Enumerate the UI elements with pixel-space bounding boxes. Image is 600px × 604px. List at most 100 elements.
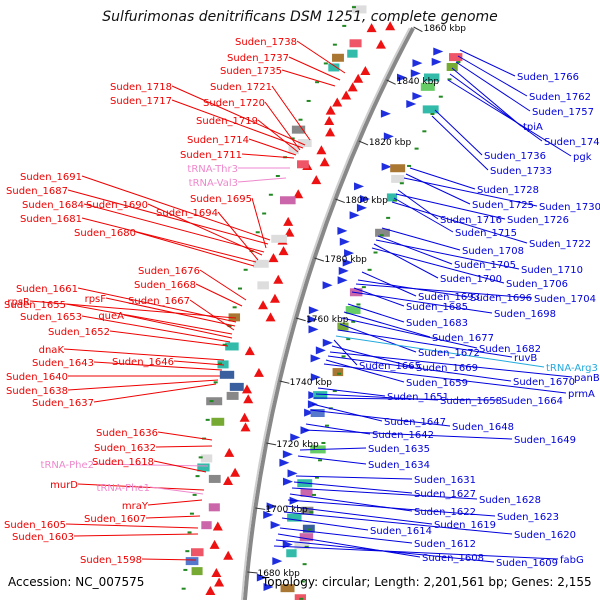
gene-label-left[interactable]: Suden_1737 bbox=[227, 53, 289, 64]
gene-label-right[interactable]: Suden_1762 bbox=[529, 92, 591, 103]
gene-label-right[interactable]: Suden_1757 bbox=[532, 107, 594, 118]
gene-label-left[interactable]: Suden_1676 bbox=[138, 266, 200, 277]
gene-label-left[interactable]: queA bbox=[98, 311, 124, 322]
gene-label-left[interactable]: Suden_1668 bbox=[134, 280, 196, 291]
gene-label-left[interactable]: Suden_1632 bbox=[94, 443, 156, 454]
gene-label-right[interactable]: Suden_1628 bbox=[479, 495, 541, 506]
gene-label-left[interactable]: Suden_1680 bbox=[74, 228, 136, 239]
gene-label-right[interactable]: Suden_1726 bbox=[507, 215, 569, 226]
gene-label-right[interactable]: Suden_1693 bbox=[418, 292, 480, 303]
gene-label-right[interactable]: Suden_1733 bbox=[490, 166, 552, 177]
gene-label-left[interactable]: dnaK bbox=[39, 345, 65, 356]
gene-label-left[interactable]: Suden_1711 bbox=[180, 150, 242, 161]
gene-label-right[interactable]: Suden_1635 bbox=[368, 444, 430, 455]
gene-label-right[interactable]: fabG bbox=[560, 555, 584, 566]
gene-label-right[interactable]: Suden_1730 bbox=[539, 202, 600, 213]
gene-label-left[interactable]: Suden_1684 bbox=[22, 200, 84, 211]
gene-label-right[interactable]: Suden_1672 bbox=[418, 348, 480, 359]
gene-label-left[interactable]: Suden_1646 bbox=[112, 357, 174, 368]
gene-label-left[interactable]: murD bbox=[50, 480, 78, 491]
gene-label-left[interactable]: Suden_1719 bbox=[196, 116, 258, 127]
gene-label-right[interactable]: Suden_1612 bbox=[414, 539, 476, 550]
gene-label-left[interactable]: Suden_1605 bbox=[4, 520, 66, 531]
gene-label-left[interactable]: Suden_1681 bbox=[20, 214, 82, 225]
gene-label-right[interactable]: Suden_1649 bbox=[514, 435, 576, 446]
gene-label-right[interactable]: Suden_1704 bbox=[534, 294, 596, 305]
gene-label-left[interactable]: Suden_1717 bbox=[110, 96, 172, 107]
gene-label-right[interactable]: Suden_1698 bbox=[494, 309, 556, 320]
gene-label-left[interactable]: Suden_1690 bbox=[86, 200, 148, 211]
gene-label-left[interactable]: Suden_1598 bbox=[80, 555, 142, 566]
gene-label-left[interactable]: Suden_1655 bbox=[4, 300, 66, 311]
gene-label-right[interactable]: Suden_1609 bbox=[496, 558, 558, 569]
gene-label-left[interactable]: rpsR bbox=[7, 297, 30, 308]
gene-label-left[interactable]: Suden_1638 bbox=[6, 386, 68, 397]
gene-label-left[interactable]: tRNA-Val3 bbox=[189, 178, 238, 189]
gene-label-left[interactable]: Suden_1721 bbox=[210, 82, 272, 93]
gene-label-left[interactable]: Suden_1607 bbox=[84, 514, 146, 525]
gene-label-left[interactable]: Suden_1714 bbox=[187, 135, 249, 146]
gene-label-right[interactable]: Suden_1623 bbox=[497, 512, 559, 523]
gene-label-right[interactable]: panB bbox=[574, 373, 600, 384]
gene-label-right[interactable]: Suden_1677 bbox=[432, 333, 494, 344]
gene-label-right[interactable]: Suden_1622 bbox=[414, 507, 476, 518]
gene-label-left[interactable]: Suden_1637 bbox=[32, 398, 94, 409]
gene-label-right[interactable]: Suden_1658 bbox=[440, 396, 502, 407]
gene-label-right[interactable]: Suden_1620 bbox=[514, 530, 576, 541]
gene-label-left[interactable]: Suden_1694 bbox=[156, 208, 218, 219]
gene-label-right[interactable]: tRNA-Arg3 bbox=[546, 363, 598, 374]
gene-label-left[interactable]: Suden_1720 bbox=[203, 98, 265, 109]
gene-label-right[interactable]: Suden_1682 bbox=[479, 344, 541, 355]
gene-label-left[interactable]: rpsF bbox=[85, 294, 107, 305]
gene-label-right[interactable]: Suden_1665 bbox=[359, 361, 421, 372]
gene-label-left[interactable]: tRNA-Phe1 bbox=[97, 483, 150, 494]
gene-label-left[interactable]: tRNA-Thr3 bbox=[187, 164, 238, 175]
gene-label-right[interactable]: Suden_1627 bbox=[414, 489, 476, 500]
gene-label-right[interactable]: Suden_1708 bbox=[462, 246, 524, 257]
gene-label-right[interactable]: Suden_1619 bbox=[434, 520, 496, 531]
gene-label-right[interactable]: Suden_1766 bbox=[517, 72, 579, 83]
gene-label-right[interactable]: Suden_1670 bbox=[513, 377, 575, 388]
gene-label-right[interactable]: Suden_1634 bbox=[368, 460, 430, 471]
gene-label-left[interactable]: Suden_1652 bbox=[48, 327, 110, 338]
gene-label-right[interactable]: Suden_1608 bbox=[422, 553, 484, 564]
gene-label-left[interactable]: Suden_1691 bbox=[20, 172, 82, 183]
gene-label-right[interactable]: Suden_1631 bbox=[414, 475, 476, 486]
gene-label-right[interactable]: pgk bbox=[573, 152, 592, 163]
gene-label-right[interactable]: Suden_1710 bbox=[521, 265, 583, 276]
gene-label-right[interactable]: Suden_1696 bbox=[470, 293, 532, 304]
gene-label-left[interactable]: mraY bbox=[122, 501, 149, 512]
gene-label-right[interactable]: Suden_1664 bbox=[501, 396, 563, 407]
gene-label-left[interactable]: tRNA-Phe2 bbox=[41, 460, 94, 471]
gene-label-right[interactable]: Suden_1647 bbox=[384, 417, 446, 428]
gene-label-left[interactable]: Suden_1695 bbox=[190, 194, 252, 205]
gene-label-left[interactable]: Suden_1636 bbox=[96, 428, 158, 439]
gene-label-left[interactable]: Suden_1643 bbox=[32, 358, 94, 369]
gene-label-left[interactable]: Suden_1687 bbox=[6, 186, 68, 197]
gene-label-right[interactable]: Suden_1651 bbox=[387, 392, 449, 403]
gene-label-right[interactable]: Suden_1642 bbox=[372, 430, 434, 441]
gene-label-left[interactable]: Suden_1640 bbox=[6, 372, 68, 383]
gene-label-right[interactable]: Suden_1685 bbox=[406, 302, 468, 313]
gene-label-left[interactable]: Suden_1735 bbox=[220, 66, 282, 77]
gene-label-right[interactable]: Suden_1728 bbox=[477, 185, 539, 196]
gene-label-left[interactable]: Suden_1718 bbox=[110, 82, 172, 93]
gene-label-right[interactable]: Suden_1683 bbox=[406, 318, 468, 329]
gene-label-right[interactable]: Suden_1705 bbox=[454, 260, 516, 271]
gene-label-right[interactable]: tpiA bbox=[523, 122, 543, 133]
gene-label-right[interactable]: Suden_1736 bbox=[484, 151, 546, 162]
gene-label-right[interactable]: prmA bbox=[568, 389, 595, 400]
gene-label-left[interactable]: Suden_1667 bbox=[128, 296, 190, 307]
gene-label-right[interactable]: Suden_1659 bbox=[406, 378, 468, 389]
gene-label-right[interactable]: Suden_1715 bbox=[455, 228, 517, 239]
gene-label-right[interactable]: ruvB bbox=[514, 353, 537, 364]
gene-label-left[interactable]: Suden_1661 bbox=[16, 284, 78, 295]
gene-label-right[interactable]: Suden_1648 bbox=[452, 422, 514, 433]
gene-label-left[interactable]: Suden_1618 bbox=[92, 457, 154, 468]
gene-label-left[interactable]: Suden_1738 bbox=[235, 37, 297, 48]
gene-label-right[interactable]: Suden_1725 bbox=[472, 200, 534, 211]
gene-label-right[interactable]: Suden_1722 bbox=[529, 239, 591, 250]
gene-label-left[interactable]: Suden_1653 bbox=[20, 312, 82, 323]
gene-label-right[interactable]: Suden_1746 bbox=[544, 137, 600, 148]
gene-label-right[interactable]: Suden_1706 bbox=[506, 279, 568, 290]
